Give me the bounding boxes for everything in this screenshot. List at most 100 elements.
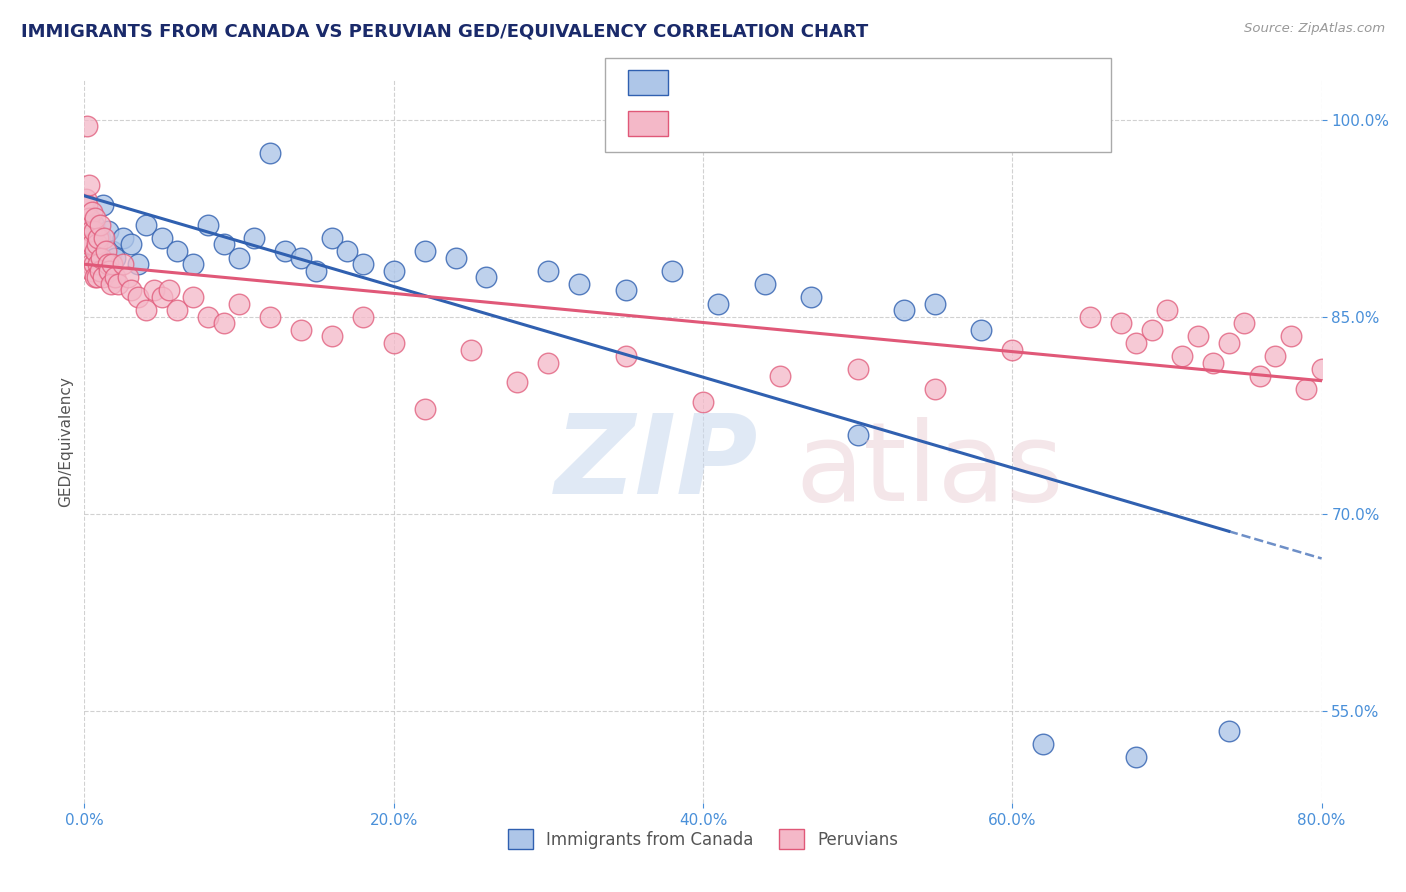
Y-axis label: GED/Equivalency: GED/Equivalency bbox=[58, 376, 73, 507]
Point bbox=[82, 237, 104, 252]
Point bbox=[537, 356, 560, 370]
Point bbox=[228, 251, 250, 265]
Point bbox=[96, 224, 118, 238]
Text: IMMIGRANTS FROM CANADA VS PERUVIAN GED/EQUIVALENCY CORRELATION CHART: IMMIGRANTS FROM CANADA VS PERUVIAN GED/E… bbox=[21, 22, 869, 40]
Point bbox=[243, 231, 266, 245]
Point bbox=[91, 270, 114, 285]
Point bbox=[924, 296, 946, 310]
Point bbox=[1388, 382, 1406, 396]
Point bbox=[82, 237, 104, 252]
Point bbox=[94, 244, 117, 258]
Text: ZIP: ZIP bbox=[554, 409, 758, 516]
Point bbox=[1032, 737, 1054, 751]
Point bbox=[127, 257, 149, 271]
Point bbox=[96, 257, 118, 271]
Point bbox=[77, 224, 100, 238]
Point bbox=[274, 244, 297, 258]
Point bbox=[101, 257, 124, 271]
Point bbox=[614, 284, 637, 298]
Point bbox=[83, 224, 105, 238]
Point bbox=[1218, 723, 1240, 738]
Point bbox=[769, 368, 792, 383]
Text: Source: ZipAtlas.com: Source: ZipAtlas.com bbox=[1244, 22, 1385, 36]
Point bbox=[212, 316, 235, 330]
Point bbox=[84, 244, 107, 258]
Point bbox=[112, 257, 135, 271]
Point bbox=[614, 349, 637, 363]
Point bbox=[1326, 343, 1348, 357]
Point bbox=[846, 428, 869, 442]
Point bbox=[846, 362, 869, 376]
Point bbox=[120, 237, 142, 252]
Point bbox=[1357, 368, 1379, 383]
Point bbox=[1279, 329, 1302, 343]
Point bbox=[117, 270, 139, 285]
Point bbox=[93, 231, 115, 245]
Point bbox=[1233, 316, 1256, 330]
Point bbox=[98, 264, 121, 278]
Point bbox=[1372, 401, 1395, 416]
Point bbox=[352, 257, 374, 271]
Point bbox=[135, 303, 157, 318]
Point bbox=[321, 329, 343, 343]
Point bbox=[1001, 343, 1024, 357]
Point bbox=[1156, 303, 1178, 318]
Point bbox=[1249, 368, 1271, 383]
Point bbox=[107, 277, 129, 291]
Point bbox=[120, 284, 142, 298]
Text: R =  -0.460   N = 45: R = -0.460 N = 45 bbox=[679, 73, 846, 91]
Point bbox=[75, 218, 97, 232]
Point bbox=[707, 296, 730, 310]
Point bbox=[754, 277, 776, 291]
Point bbox=[84, 211, 107, 226]
Point bbox=[76, 120, 98, 134]
Point bbox=[166, 244, 188, 258]
Point bbox=[197, 218, 219, 232]
Point bbox=[82, 264, 104, 278]
Point bbox=[1264, 349, 1286, 363]
Point bbox=[1310, 362, 1333, 376]
Point bbox=[475, 270, 498, 285]
Point bbox=[150, 231, 173, 245]
Point bbox=[382, 264, 405, 278]
Point bbox=[87, 257, 110, 271]
Point bbox=[413, 244, 436, 258]
Point bbox=[305, 264, 328, 278]
Text: atlas: atlas bbox=[796, 417, 1064, 524]
Point bbox=[1403, 395, 1406, 409]
Point bbox=[321, 231, 343, 245]
Point bbox=[76, 198, 98, 212]
Point bbox=[76, 231, 98, 245]
Point bbox=[77, 237, 100, 252]
Point bbox=[83, 257, 105, 271]
Point bbox=[86, 270, 108, 285]
Point bbox=[82, 204, 104, 219]
Point bbox=[661, 264, 683, 278]
Point bbox=[104, 270, 127, 285]
Point bbox=[181, 290, 204, 304]
Point bbox=[506, 376, 529, 390]
Point bbox=[1109, 316, 1132, 330]
Legend: Immigrants from Canada, Peruvians: Immigrants from Canada, Peruvians bbox=[502, 822, 904, 856]
Point bbox=[259, 145, 281, 160]
Point bbox=[86, 237, 108, 252]
Point bbox=[259, 310, 281, 324]
Point bbox=[1295, 382, 1317, 396]
Point bbox=[1171, 349, 1194, 363]
Point bbox=[100, 277, 122, 291]
Point bbox=[127, 290, 149, 304]
Point bbox=[91, 198, 114, 212]
Point bbox=[135, 218, 157, 232]
Point bbox=[290, 323, 312, 337]
Point bbox=[1140, 323, 1163, 337]
Point bbox=[112, 231, 135, 245]
Point bbox=[83, 218, 105, 232]
Point bbox=[166, 303, 188, 318]
Point bbox=[150, 290, 173, 304]
Point bbox=[89, 231, 111, 245]
Point bbox=[181, 257, 204, 271]
Point bbox=[104, 251, 127, 265]
Point bbox=[79, 224, 101, 238]
Point bbox=[1125, 749, 1147, 764]
Point bbox=[143, 284, 166, 298]
